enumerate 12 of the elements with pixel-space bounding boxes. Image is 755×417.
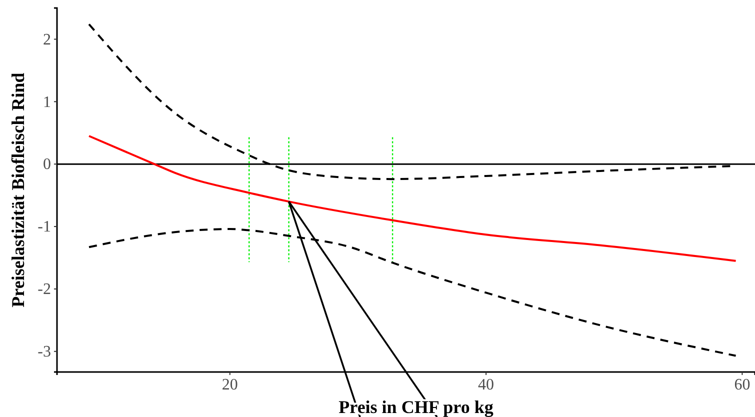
- x-tick-label: 60: [734, 376, 750, 394]
- x-tick-label: 20: [222, 376, 238, 394]
- x-tick-label: 40: [478, 376, 494, 394]
- y-tick-label: 1: [43, 94, 51, 111]
- y-tick-label: -2: [38, 281, 51, 298]
- line-series: [88, 228, 737, 357]
- y-tick-label: 0: [43, 156, 51, 174]
- y-tick-label: -1: [38, 218, 51, 236]
- y-tick-label: 2: [43, 31, 51, 48]
- line-series: [88, 134, 737, 262]
- y-axis-title: Preiselastizität Biofleisch Rind: [8, 72, 28, 308]
- y-tick-label: -3: [38, 344, 51, 361]
